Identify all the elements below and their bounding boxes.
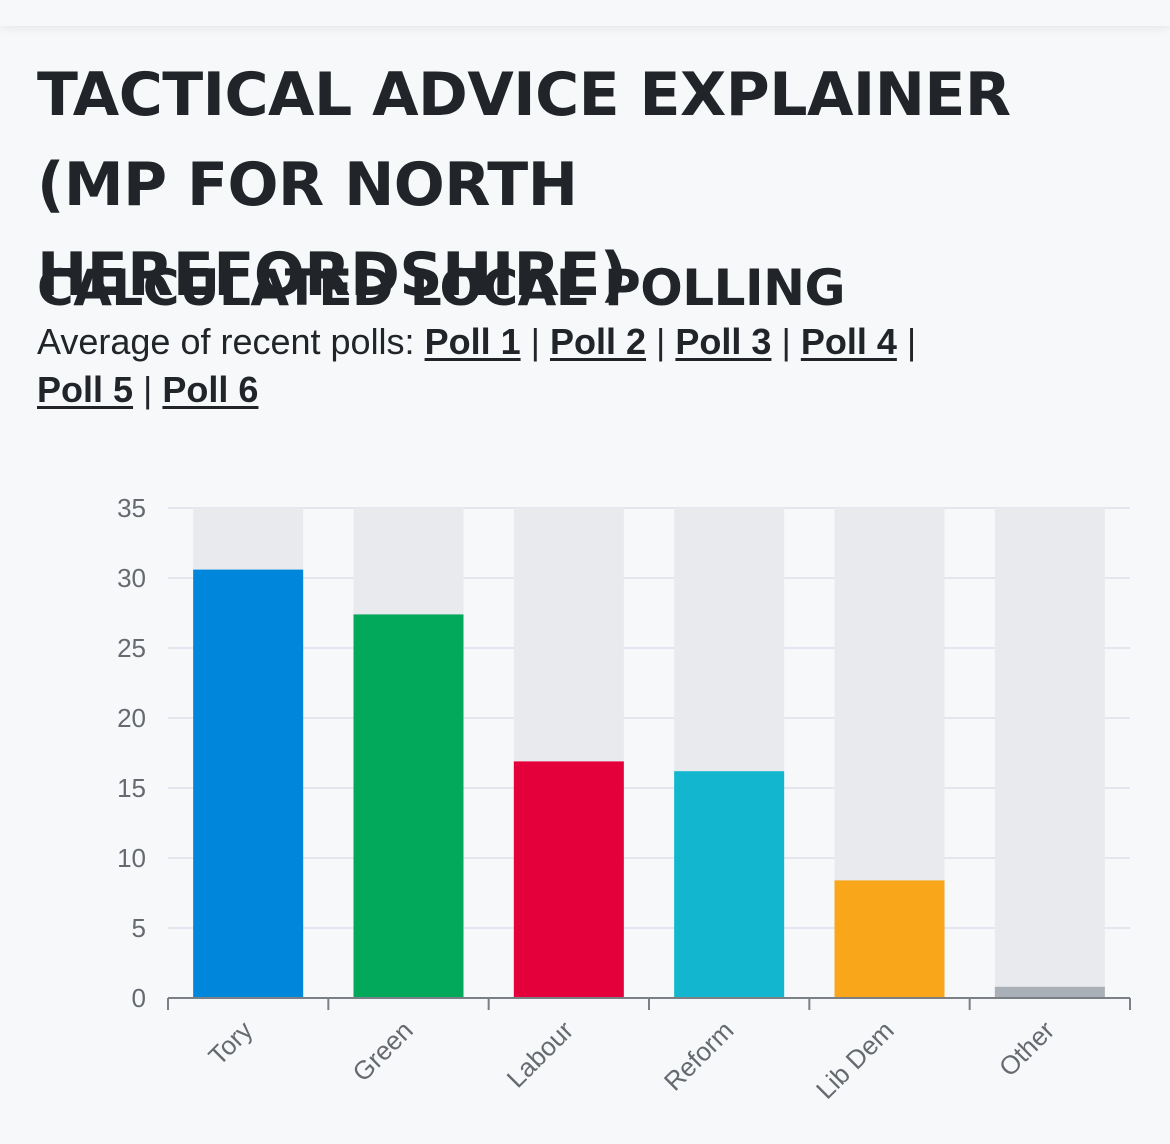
- poll-3-link[interactable]: Poll 3: [675, 321, 772, 362]
- polling-bar-chart: 0 5 10 15 20 25 30 35 Tory Green Labour Reform Lib D…: [117, 493, 1131, 1105]
- x-category-label: Reform: [658, 1015, 739, 1096]
- poll-intro-text: Average of recent polls:: [37, 321, 425, 362]
- poll-separator: |: [781, 321, 791, 362]
- y-tick-label: 5: [132, 913, 146, 943]
- poll-5-link[interactable]: Poll 5: [37, 369, 134, 410]
- bar-other: [994, 986, 1105, 998]
- poll-sources: Average of recent polls: Poll 1 | Poll 2…: [37, 318, 1137, 414]
- poll-1-link[interactable]: Poll 1: [424, 321, 521, 362]
- poll-2-link[interactable]: Poll 2: [549, 321, 647, 362]
- poll-separator: |: [656, 321, 666, 362]
- bar-lib-dem: [834, 880, 945, 998]
- page-title-line-2: (MP FOR NORTH HEREFORDSHIRE): [37, 150, 627, 310]
- x-category-label: Labour: [501, 1015, 580, 1094]
- y-tick-label: 15: [117, 773, 146, 803]
- bar-tory: [193, 569, 304, 998]
- section-title: CALCULATED LOCAL POLLING: [37, 259, 846, 317]
- poll-4-link[interactable]: Poll 4: [800, 321, 897, 362]
- poll-6-link[interactable]: Poll 6: [162, 369, 259, 410]
- y-tick-label: 25: [117, 633, 146, 663]
- page-title-line-1: TACTICAL ADVICE EXPLAINER: [37, 60, 1011, 130]
- y-tick-label: 35: [117, 493, 146, 523]
- y-tick-label: 0: [132, 983, 146, 1013]
- top-bar: [0, 0, 1170, 26]
- bar-green: [353, 614, 464, 998]
- x-category-label: Lib Dem: [810, 1015, 900, 1105]
- x-category-label: Tory: [202, 1015, 258, 1071]
- poll-separator: |: [530, 321, 540, 362]
- poll-separator: |: [906, 321, 917, 362]
- bar-reform: [674, 771, 785, 998]
- bar-track: [994, 508, 1105, 998]
- y-tick-label: 30: [117, 563, 146, 593]
- x-category-label: Green: [346, 1015, 418, 1087]
- page-title: TACTICAL ADVICE EXPLAINER (MP FOR NORTH H…: [37, 50, 1147, 320]
- x-category-label: Other: [993, 1015, 1060, 1082]
- bar-labour: [513, 761, 624, 998]
- y-tick-label: 20: [117, 703, 146, 733]
- y-tick-label: 10: [117, 843, 146, 873]
- poll-separator: |: [143, 369, 153, 410]
